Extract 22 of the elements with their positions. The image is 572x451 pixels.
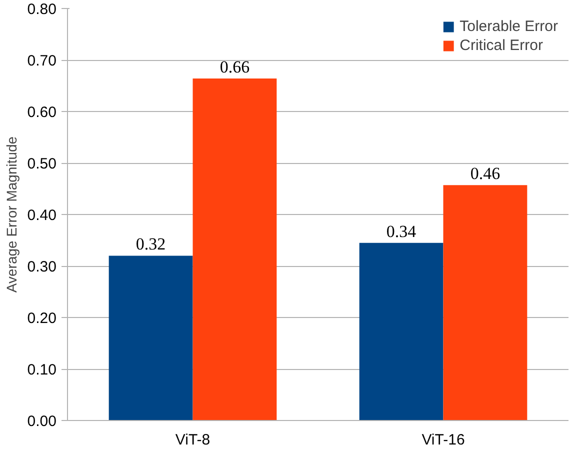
y-tick-label: 0.80 — [27, 1, 57, 18]
y-axis-title: Average Error Magnitude — [3, 136, 20, 293]
bar — [108, 256, 193, 420]
y-tick-label: 0.20 — [27, 310, 57, 327]
y-tick-label: 0.30 — [27, 258, 57, 276]
y-tick-label: 0.50 — [27, 156, 57, 172]
bar — [359, 242, 444, 420]
y-tick-label: 0.40 — [27, 207, 57, 224]
data-label: 0.32 — [136, 234, 166, 254]
y-tick-label: 0.70 — [27, 52, 57, 70]
y-tick-label: 0.00 — [27, 413, 57, 430]
legend-label: Tolerable Error — [460, 18, 558, 35]
data-label: 0.46 — [470, 164, 500, 184]
y-tick-label: 0.60 — [27, 104, 57, 121]
legend-label: Critical Error — [460, 37, 543, 54]
bar — [443, 185, 528, 420]
y-tick-label: 0.10 — [27, 362, 57, 378]
x-tick-label: ViT-16 — [422, 432, 465, 448]
x-tick-label: ViT-8 — [175, 432, 210, 448]
data-label: 0.66 — [220, 58, 250, 77]
bar — [192, 78, 277, 420]
data-label: 0.34 — [386, 222, 417, 241]
